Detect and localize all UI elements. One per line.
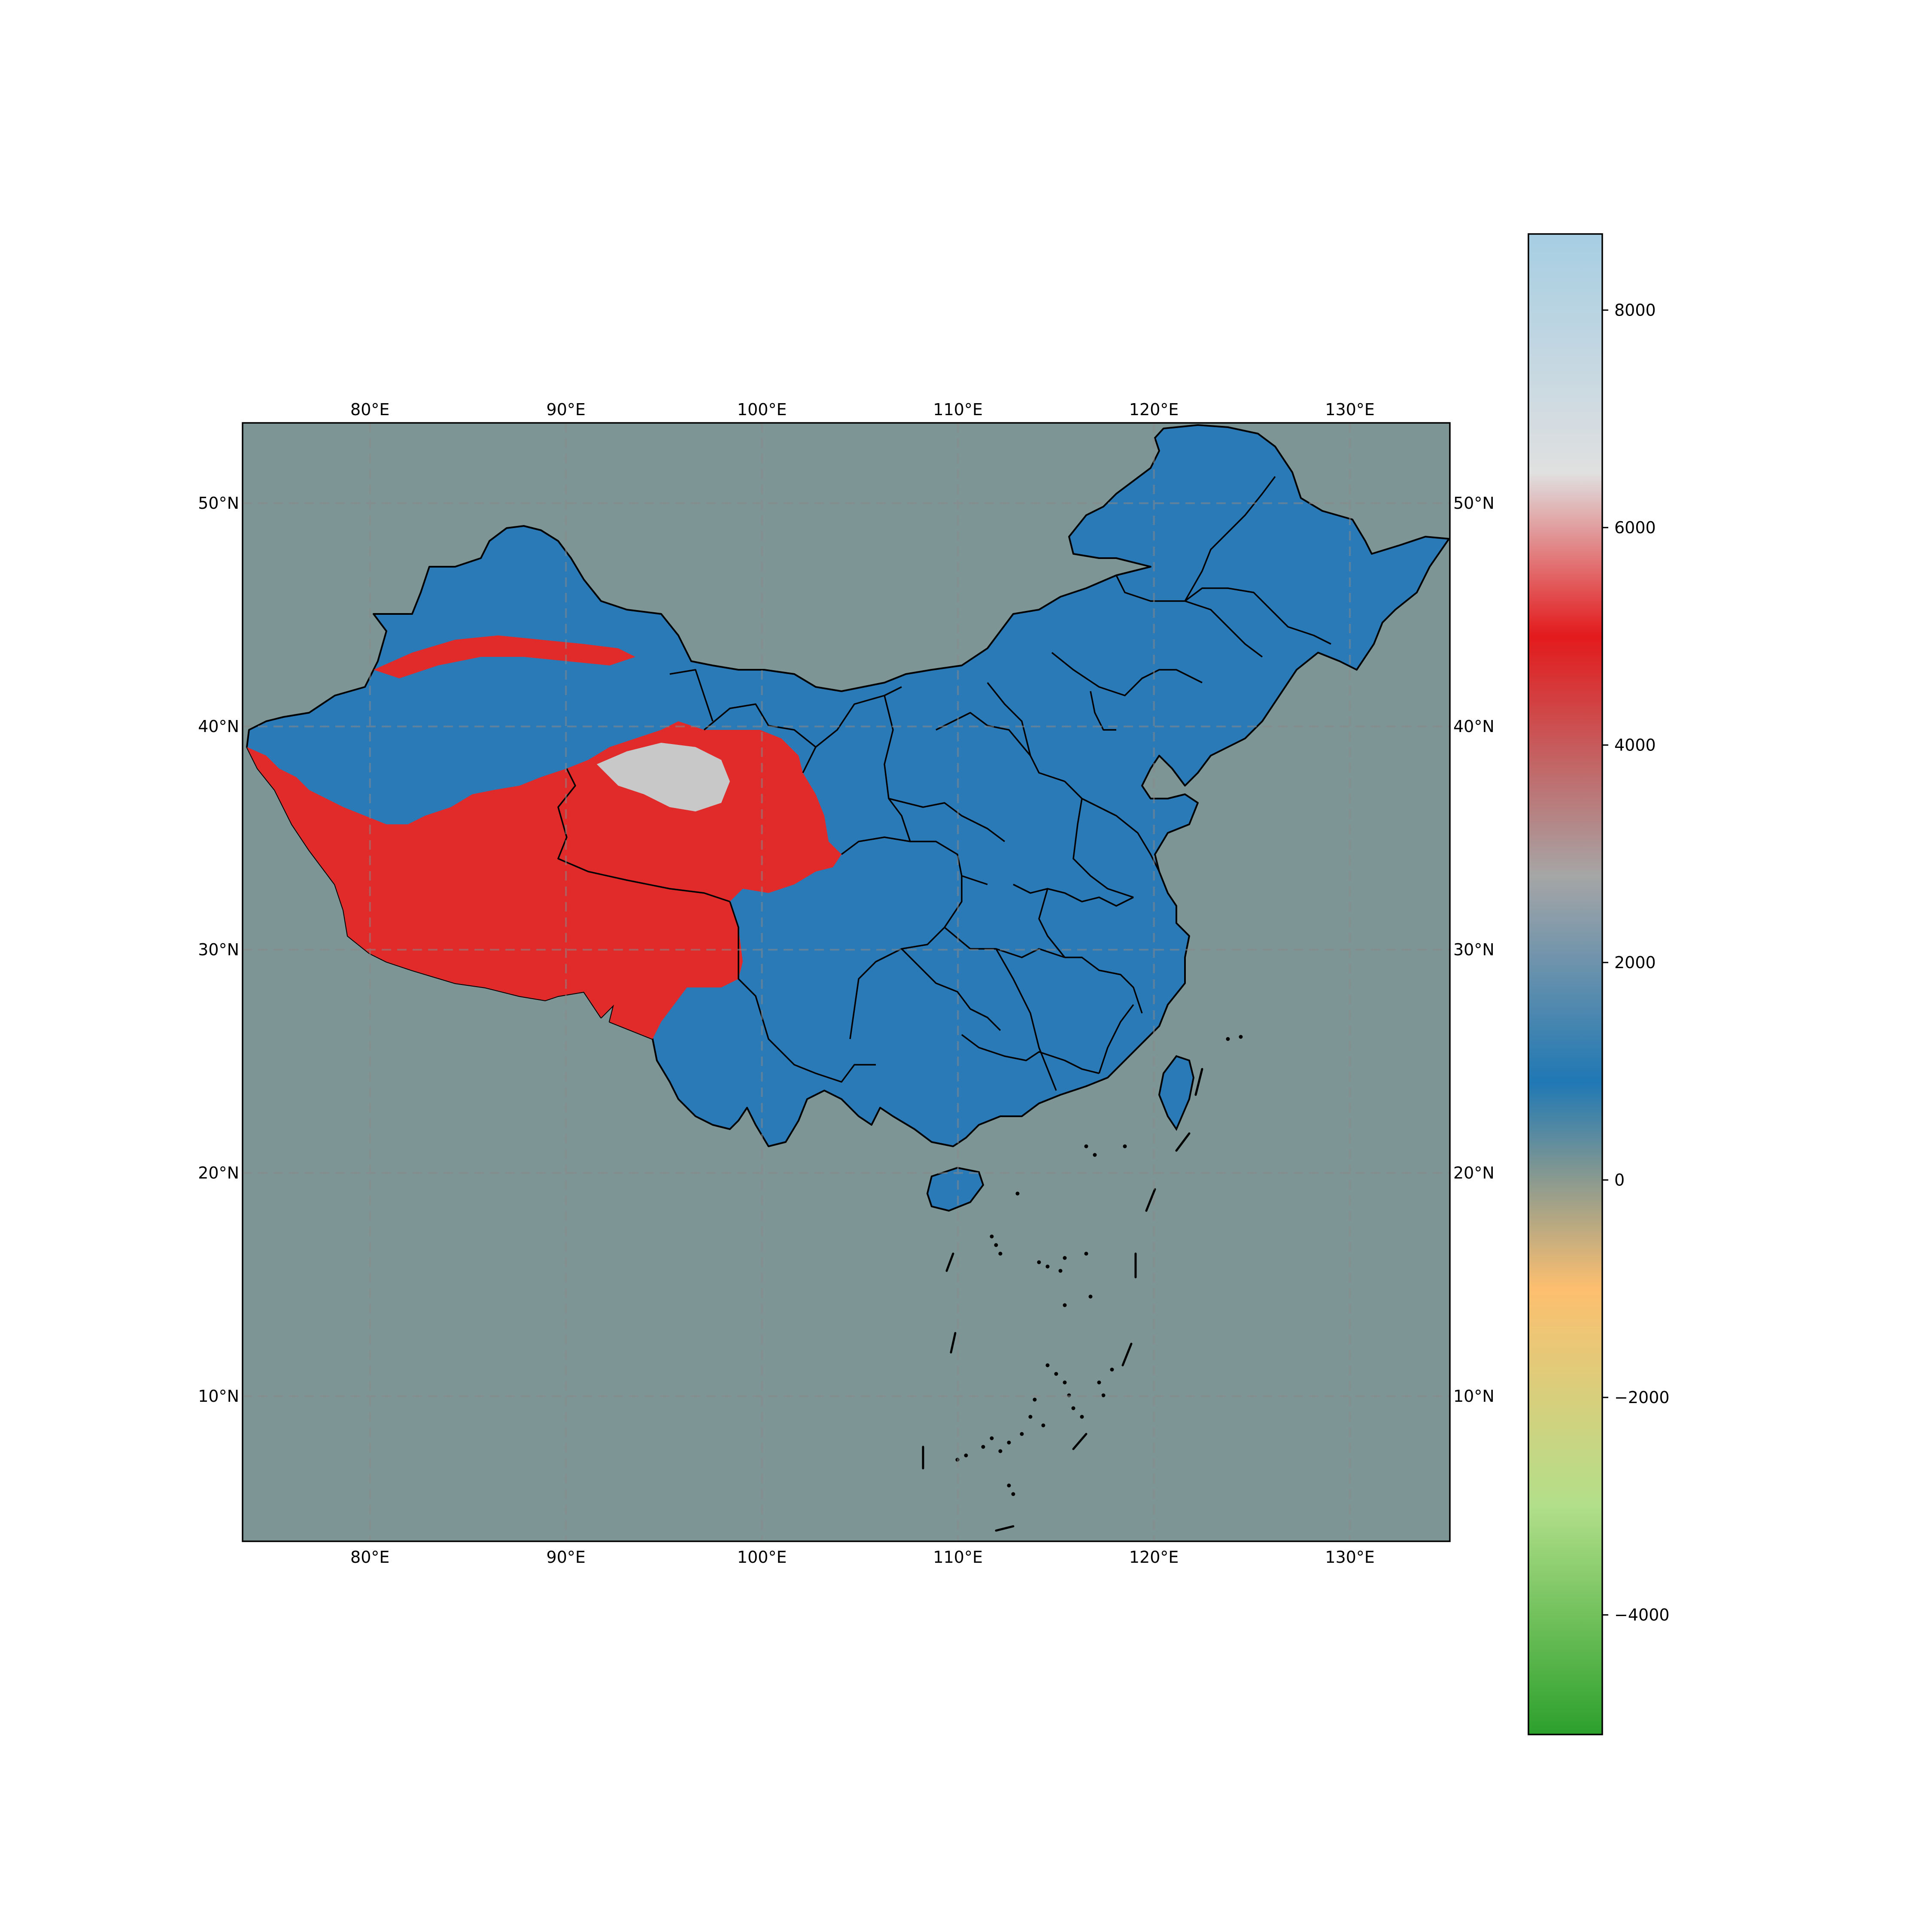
longitude-label: 110°E — [933, 400, 983, 419]
colorbar-ticks: 8000 6000 4000 2000 0 −2000 −4000 — [1602, 301, 1670, 1624]
island-dot — [1045, 1363, 1050, 1367]
latitude-label: 50°N — [1453, 494, 1495, 513]
graticule-gridlines — [243, 423, 1450, 1541]
latitude-label: 50°N — [198, 494, 239, 513]
island-dot — [1063, 1380, 1067, 1385]
taiwan-island — [1158, 1055, 1195, 1131]
island-dot — [1007, 1440, 1011, 1445]
latitude-label: 20°N — [1453, 1163, 1495, 1182]
latitude-label: 40°N — [1453, 717, 1495, 736]
colorbar-tick-label: 2000 — [1614, 953, 1656, 972]
island-dot — [1080, 1415, 1084, 1419]
island-dot — [1071, 1406, 1075, 1410]
island-dot — [981, 1445, 985, 1449]
longitude-label: 90°E — [547, 400, 586, 419]
latitude-label: 20°N — [198, 1163, 239, 1182]
longitude-label: 80°E — [350, 400, 389, 419]
island-dot — [1045, 1264, 1050, 1269]
latitude-labels-left: 50°N 40°N 30°N 20°N 10°N — [198, 494, 239, 1406]
province-borders — [557, 476, 1331, 1091]
longitude-label: 110°E — [933, 1548, 983, 1567]
longitude-label: 90°E — [547, 1548, 586, 1567]
island-dot — [994, 1243, 998, 1247]
south-china-sea-boundary-marks — [922, 1068, 1203, 1532]
island-dot — [1063, 1256, 1067, 1260]
colorbar-tick-label: −2000 — [1614, 1388, 1670, 1407]
island-dot — [1097, 1380, 1101, 1385]
island-dot — [990, 1234, 994, 1239]
colorbar-tick-label: 4000 — [1614, 735, 1656, 754]
island-dot — [964, 1453, 968, 1458]
elevation-colorbar: 8000 6000 4000 2000 0 −2000 −4000 — [1528, 233, 1670, 1735]
latitude-label: 10°N — [198, 1387, 239, 1406]
latitude-label: 30°N — [198, 940, 239, 959]
island-dot — [1033, 1397, 1037, 1402]
latitude-label: 40°N — [198, 717, 239, 736]
island-dot — [998, 1252, 1002, 1256]
longitude-label: 100°E — [737, 1548, 787, 1567]
island-dot — [1088, 1294, 1093, 1299]
colorbar-gradient — [1528, 233, 1603, 1735]
longitude-label: 80°E — [350, 1548, 389, 1567]
longitude-labels-bottom: 80°E 90°E 100°E 110°E 120°E 130°E — [350, 1548, 1375, 1567]
island-dot — [1084, 1252, 1088, 1256]
qaidam-basin — [597, 743, 730, 811]
island-dot — [1054, 1372, 1058, 1376]
island-dot — [1041, 1423, 1045, 1428]
island-dot — [1015, 1191, 1020, 1196]
island-dot — [1084, 1144, 1088, 1148]
colorbar-tick-label: 8000 — [1614, 301, 1656, 319]
island-dot — [1226, 1037, 1230, 1041]
island-dot — [1123, 1144, 1127, 1148]
latitude-labels-right: 50°N 40°N 30°N 20°N 10°N — [1453, 494, 1495, 1406]
colorbar-tick-label: 6000 — [1614, 518, 1656, 537]
island-dot — [1239, 1035, 1243, 1039]
longitude-label: 120°E — [1129, 1548, 1179, 1567]
latitude-label: 10°N — [1453, 1387, 1495, 1406]
island-dot — [1110, 1367, 1114, 1372]
hainan-island — [926, 1166, 984, 1212]
map-panel[interactable]: 80°E 90°E 100°E 110°E 120°E 130°E 80°E 90°E 100… — [198, 400, 1495, 1567]
island-dot — [1037, 1260, 1041, 1264]
island-dot — [1007, 1483, 1011, 1488]
island-dot — [1011, 1492, 1015, 1496]
island-dot — [1020, 1432, 1024, 1436]
island-dot — [990, 1436, 994, 1440]
island-dot — [1063, 1303, 1067, 1307]
longitude-label: 120°E — [1129, 400, 1179, 419]
island-dot — [998, 1449, 1002, 1453]
island-dot — [1028, 1415, 1033, 1419]
longitude-label: 100°E — [737, 400, 787, 419]
longitude-label: 130°E — [1325, 400, 1375, 419]
longitude-labels-top: 80°E 90°E 100°E 110°E 120°E 130°E — [350, 400, 1375, 419]
island-dot — [1058, 1269, 1063, 1273]
map-frame — [242, 422, 1451, 1542]
longitude-label: 130°E — [1325, 1548, 1375, 1567]
tianshan-mountains — [374, 635, 635, 678]
latitude-label: 30°N — [1453, 940, 1495, 959]
island-dot — [1093, 1153, 1097, 1157]
colorbar-tick-label: 0 — [1614, 1170, 1625, 1189]
island-dot — [1101, 1393, 1106, 1397]
colorbar-tick-label: −4000 — [1614, 1605, 1670, 1624]
